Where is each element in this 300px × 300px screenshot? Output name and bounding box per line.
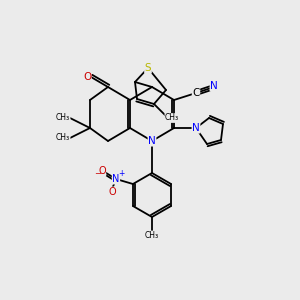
Text: −: − <box>94 169 101 178</box>
Text: CH₃: CH₃ <box>145 232 159 241</box>
Text: N: N <box>192 123 200 133</box>
Text: S: S <box>145 63 151 73</box>
Text: N: N <box>112 174 120 184</box>
Text: C: C <box>192 88 200 98</box>
Text: +: + <box>118 169 124 178</box>
Text: CH₃: CH₃ <box>165 113 179 122</box>
Text: O: O <box>83 72 91 82</box>
Text: N: N <box>210 81 218 91</box>
Text: O: O <box>98 166 106 176</box>
Text: CH₃: CH₃ <box>56 134 70 142</box>
Text: CH₃: CH₃ <box>56 113 70 122</box>
Text: N: N <box>148 136 156 146</box>
Text: O: O <box>108 187 116 197</box>
